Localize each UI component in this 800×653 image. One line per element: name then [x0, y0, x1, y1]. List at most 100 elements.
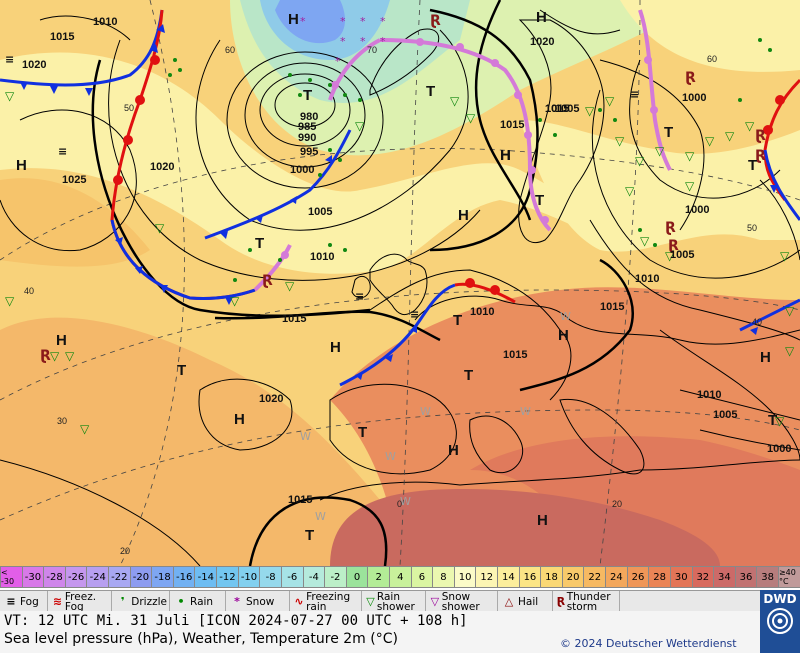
isobar-label: 1015: [288, 494, 312, 506]
svg-text:▽: ▽: [605, 94, 615, 108]
isobar-label: 1000: [767, 443, 791, 455]
latitude-labels: 60 70 50 40 30 20 60 50 40 0 20: [24, 45, 762, 556]
scale-cell: 34: [713, 566, 735, 588]
info-panel: VT: 12 UTC Mi. 31 Juli [ICON 2024-07-27 …: [0, 611, 760, 653]
isobar-label: 1015: [503, 349, 527, 361]
isobar-label: 1010: [697, 389, 721, 401]
isobar-label: 1015: [545, 103, 569, 115]
svg-text:▽: ▽: [450, 94, 460, 108]
svg-text:≡: ≡: [410, 308, 419, 321]
latitude-label: 50: [124, 103, 134, 113]
svg-text:W: W: [400, 495, 411, 508]
fronts: [0, 9, 800, 387]
svg-text:*: *: [340, 35, 346, 48]
svg-text:▽: ▽: [775, 414, 785, 428]
isobar-label: 1000: [290, 164, 314, 176]
legend-symbol-icon: ▽: [430, 595, 440, 608]
latitude-label: 70: [367, 45, 377, 55]
svg-text:*: *: [360, 35, 366, 48]
legend-symbol-icon: *: [234, 595, 240, 608]
latitude-label: 60: [707, 54, 717, 64]
legend-item: * Snow: [226, 591, 290, 612]
svg-text:▽: ▽: [65, 349, 75, 363]
legend-symbol-icon: ≋: [52, 595, 63, 608]
scale-cell: -2: [324, 566, 346, 588]
weather-map: ▽▽▽ ▽ ▽▽▽▽ ▽▽▽▽ ▽▽ ▽▽ ▽ ▽▽▽ ▽▽▽▽ ▽▽▽▽ * * * * …: [0, 0, 800, 566]
pressure-centre-label: H: [288, 11, 299, 28]
latitude-label: 20: [120, 546, 130, 556]
svg-text:▽: ▽: [635, 154, 645, 168]
svg-text:▽: ▽: [785, 304, 795, 318]
isobar-label: 1020: [22, 59, 46, 71]
pressure-centre-label: H: [500, 147, 511, 164]
graticule: [0, 0, 800, 566]
pressure-centre-label: T: [464, 367, 473, 384]
svg-text:W: W: [520, 405, 531, 418]
svg-text:≡: ≡: [630, 88, 639, 101]
svg-text:W: W: [420, 405, 431, 418]
svg-text:▽: ▽: [705, 134, 715, 148]
isobar-label: 1010: [93, 16, 117, 28]
pressure-centre-label: H: [500, 147, 511, 164]
svg-text:Ɽ: Ɽ: [262, 273, 273, 289]
isobar-label: 1005: [555, 103, 579, 115]
scale-cell: 24: [605, 566, 627, 588]
legend-symbol-icon: ❜: [120, 595, 125, 608]
temperature-colour-scale: < -30 -30 -28 -26 -24 -22 -20 -18 -16 -14 -12 -10 -8…: [0, 566, 800, 590]
legend-label: Fog: [20, 595, 39, 608]
svg-text:*: *: [360, 15, 366, 28]
scale-cell: 14: [497, 566, 519, 588]
svg-text:*: *: [335, 55, 341, 68]
legend-item: • Rain: [170, 591, 226, 612]
isobar-label: 1020: [259, 393, 283, 405]
scale-cell: 22: [583, 566, 606, 588]
scale-cell: -14: [194, 566, 217, 588]
svg-text:▽: ▽: [725, 129, 735, 143]
pressure-centre-label: T: [453, 312, 462, 329]
scale-cell: 30: [669, 566, 692, 588]
isobar-label: 1000: [685, 204, 709, 216]
scale-cell: ≥40 °C: [777, 566, 800, 588]
pressure-centre-label: T: [303, 87, 312, 104]
pressure-centre-label: T: [305, 527, 314, 544]
svg-text:▽: ▽: [640, 234, 650, 248]
svg-text:*: *: [340, 15, 346, 28]
isobar-label: 1025: [62, 174, 86, 186]
legend-item: ▽ Rain shower: [362, 591, 426, 612]
spiral-icon: [767, 608, 793, 634]
copyright: © 2024 Deutscher Wetterdienst: [560, 637, 737, 650]
pressure-centre-label: H: [56, 332, 67, 349]
pressure-centre-label: T: [177, 362, 186, 379]
svg-text:▽: ▽: [80, 422, 90, 436]
legend-label: Snow: [246, 595, 275, 608]
dwd-logo-text: DWD: [763, 592, 797, 606]
pressure-centre-label: T: [768, 412, 777, 429]
legend-label: Snow shower: [441, 590, 480, 613]
scale-cell: 28: [648, 566, 670, 588]
pressure-centre-label: H: [16, 157, 27, 174]
isobar-label: 1010: [470, 306, 494, 318]
svg-text:Ɽ: Ɽ: [685, 70, 696, 86]
svg-text:Ɽ: Ɽ: [755, 148, 766, 164]
scale-cell: -18: [151, 566, 173, 588]
scale-cell: -8: [259, 566, 281, 588]
scale-cell: -16: [172, 566, 195, 588]
scale-cell: 16: [518, 566, 541, 588]
scale-cell: 4: [388, 566, 411, 588]
pressure-centre-label: H: [536, 9, 547, 26]
latitude-label: 40: [752, 317, 762, 327]
scale-cell: -24: [86, 566, 109, 588]
legend-item: Ɽ Thunder storm: [553, 591, 620, 612]
legend-symbol-icon: ▽: [366, 595, 375, 608]
isobar-label: 990: [298, 132, 316, 144]
legend-symbol-icon: Ɽ: [556, 595, 566, 608]
isobar-label: 1005: [670, 249, 694, 261]
isobar-label: 1020: [530, 36, 554, 48]
svg-text:▽: ▽: [5, 89, 15, 103]
scale-cell: -20: [129, 566, 152, 588]
latitude-label: 20: [612, 499, 622, 509]
svg-text:▽: ▽: [230, 294, 240, 308]
pressure-centre-label: H: [448, 442, 459, 459]
